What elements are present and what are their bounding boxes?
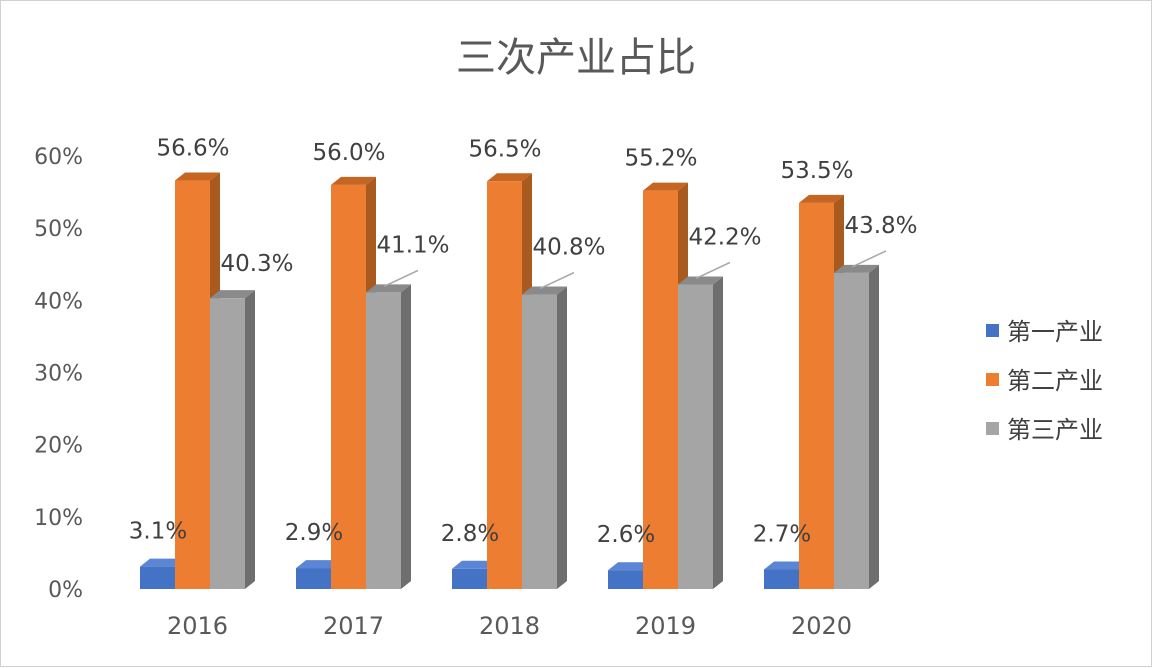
data-label: 43.8% (844, 213, 917, 239)
bar-top (799, 194, 844, 203)
data-label: 56.6% (156, 136, 229, 162)
bar-top (210, 290, 255, 299)
data-label: 2.9% (285, 520, 343, 546)
bar-front (678, 284, 713, 589)
data-label: 2.8% (441, 521, 499, 547)
y-tick-label: 10% (34, 506, 83, 531)
x-tick-label: 2019 (635, 612, 696, 640)
bar-top (834, 264, 879, 273)
legend-item-第三产业[interactable]: 第三产业 (986, 416, 1103, 444)
bar-side (713, 276, 723, 589)
leader-line (539, 271, 575, 290)
y-tick-label: 40% (34, 289, 83, 314)
legend-item-第二产业[interactable]: 第二产业 (986, 367, 1103, 395)
bar-front (175, 180, 210, 589)
bar-front (834, 272, 869, 589)
data-label: 42.2% (688, 224, 761, 250)
y-tick-label: 50% (34, 217, 83, 242)
data-label: 3.1% (129, 519, 187, 545)
bar-front (643, 190, 678, 589)
y-tick-label: 20% (34, 434, 83, 459)
data-label: 53.5% (780, 158, 853, 184)
bar-第三产业-2016 (210, 290, 255, 589)
bar-top (643, 182, 688, 191)
x-tick-label: 2018 (479, 612, 540, 640)
legend-swatch (986, 324, 999, 337)
data-label: 41.1% (376, 232, 449, 258)
data-label: 2.6% (597, 522, 655, 548)
bar-front (140, 566, 175, 589)
bars (140, 172, 879, 590)
data-labels: 3.1% 2.9% 2.8% 2.6% 2.7% 56.6% 56.0% 56.5% 55.2%… (129, 136, 918, 549)
x-axis: 2016 2017 2018 2019 2020 (167, 612, 852, 640)
bar-side (245, 290, 255, 589)
bar-front (331, 184, 366, 589)
bar-第三产业-2020 (834, 264, 879, 589)
bar-front (487, 181, 522, 589)
data-label: 55.2% (624, 146, 697, 172)
data-label: 2.7% (753, 522, 811, 548)
x-tick-label: 2017 (323, 612, 384, 640)
y-tick-label: 60% (34, 145, 83, 170)
data-label: 56.5% (468, 136, 541, 162)
bar-top (487, 173, 532, 182)
leader-line (383, 269, 419, 288)
bar-front (366, 292, 401, 589)
bar-top (678, 276, 723, 285)
bar-front (296, 568, 331, 589)
bar-side (557, 286, 567, 589)
bar-front (452, 568, 487, 589)
bar-front (799, 202, 834, 590)
chart-title: 三次产业占比 (456, 35, 696, 81)
bar-top (452, 560, 497, 569)
bar-第三产业-2017 (366, 284, 411, 589)
x-tick-label: 2020 (791, 612, 852, 640)
data-label: 56.0% (312, 140, 385, 166)
bar-top (608, 562, 653, 571)
bar-top (140, 558, 185, 567)
legend-item-第一产业[interactable]: 第一产业 (986, 318, 1103, 346)
bar-side (869, 264, 879, 589)
y-tick-label: 0% (48, 578, 83, 603)
bar-top (522, 286, 567, 295)
bar-第三产业-2018 (522, 286, 567, 589)
bar-top (764, 561, 809, 570)
data-label: 40.3% (220, 251, 293, 277)
legend-swatch (986, 422, 999, 435)
bar-front (210, 298, 245, 589)
leader-line (851, 250, 887, 268)
leader-line (695, 261, 731, 280)
data-label: 40.8% (532, 235, 605, 261)
bar-top (331, 176, 376, 185)
bar-side (401, 284, 411, 589)
legend-swatch (986, 373, 999, 386)
bar-top (296, 560, 341, 569)
legend-label: 第一产业 (1007, 318, 1103, 346)
bar-第三产业-2019 (678, 276, 723, 589)
legend-label: 第三产业 (1007, 416, 1103, 444)
y-axis: 0% 10% 20% 30% 40% 50% 60% (34, 145, 83, 603)
bar-front (608, 570, 643, 589)
y-tick-label: 30% (34, 362, 83, 387)
bar-front (764, 569, 799, 589)
x-tick-label: 2016 (167, 612, 228, 640)
bar-front (522, 294, 557, 589)
bar-top (175, 172, 220, 181)
legend-label: 第二产业 (1007, 367, 1103, 395)
bar-top (366, 284, 411, 293)
